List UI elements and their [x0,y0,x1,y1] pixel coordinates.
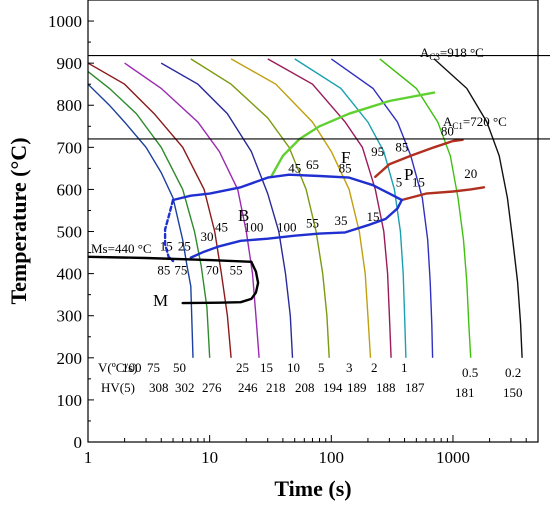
percent-label: 85 [157,262,170,277]
y-axis-title: Temperature (°C) [6,137,31,304]
x-tick-label: 10 [201,448,218,467]
cooling-curve-2 [294,58,407,358]
percent-label: 85 [339,161,352,176]
percent-label: 45 [215,220,228,235]
cooling-rate-label: 15 [260,360,273,375]
cooling-curve-5 [230,58,372,358]
percent-label: 30 [200,229,213,244]
transformation-curve-b-upper [171,173,403,202]
hardness-label: 194 [323,380,343,395]
transformation-curve-f [269,91,436,178]
percent-label: 15 [160,238,173,253]
hv-row-label: HV(5) [101,380,135,395]
percent-label: 5 [396,174,403,189]
transformation-curve-p-start [374,138,464,178]
ac3-annotation: AC3=918 °C [420,45,484,62]
cooling-curve-75 [88,71,211,358]
cooling-rate-label: 0.5 [462,365,478,380]
hardness-label: 189 [347,380,367,395]
cooling-curve-0p5 [379,58,472,358]
percent-label: 15 [412,174,425,189]
region-p-label: P [404,165,413,184]
cooling-rate-label: 3 [346,360,353,375]
y-tick-label: 900 [57,54,83,73]
cooling-rate-label: 75 [147,360,160,375]
region-m-label: M [153,291,168,310]
transformation-curve-ms-line [88,255,253,263]
x-axis-title: Time (s) [274,476,351,501]
hardness-label: 246 [238,380,258,395]
cooling-rate-label: 1 [401,360,408,375]
cooling-curve-3 [267,58,392,358]
hardness-label: 150 [503,385,523,400]
percent-label: 20 [464,166,477,181]
percent-label: 35 [334,213,347,228]
transformation-curve-b-dashed [163,198,175,263]
y-tick-label: 700 [57,138,83,157]
percent-label: 45 [288,161,301,176]
hardness-label: 276 [202,380,222,395]
cooling-curve-25 [124,62,260,358]
y-tick-label: 200 [57,349,83,368]
hardness-label: 218 [266,380,286,395]
cooling-curve-0p2 [433,58,523,358]
hardness-label: 208 [295,380,315,395]
cooling-rate-label: 25 [236,360,249,375]
percent-label: 100 [244,220,264,235]
x-tick-label: 1000 [436,448,470,467]
cooling-curve-100 [88,83,194,358]
percent-label: 80 [441,124,454,139]
cooling-curve-50 [88,62,232,358]
plot-frame [87,0,539,443]
y-tick-label: 0 [74,433,83,452]
percent-label: 55 [306,215,319,230]
v-row-label: V(ºC/s) [98,360,137,375]
y-tick-label: 400 [57,265,83,284]
y-tick-label: 500 [57,223,83,242]
percent-label: 55 [230,262,243,277]
x-tick-label: 100 [319,448,345,467]
y-tick-label: 100 [57,391,83,410]
percent-label: 70 [206,262,219,277]
percent-label: 95 [371,144,384,159]
percent-label: 65 [306,157,319,172]
percent-label: 100 [277,220,297,235]
percent-label: 25 [178,238,191,253]
y-tick-label: 1000 [48,12,82,31]
percent-label: 85 [395,140,408,155]
region-b-label: B [238,206,249,225]
hardness-label: 308 [149,380,169,395]
cooling-curve-15 [160,62,294,358]
transformation-curve-p-end [400,186,486,202]
hardness-label: 302 [175,380,195,395]
cooling-rate-label: 10 [287,360,300,375]
y-tick-label: 300 [57,307,83,326]
cooling-rate-label: 100 [122,360,142,375]
percent-label: 75 [174,262,187,277]
region-f-label: F [341,148,350,167]
cooling-rate-label: 50 [173,360,186,375]
cooling-curve-10 [190,58,330,358]
ac1-annotation: AC1=720 °C [443,114,507,131]
hardness-label: 187 [405,380,425,395]
ms-annotation: Ms=440 °C [91,241,152,256]
transformation-curve-b-lower [189,198,403,259]
cooling-rate-label: 2 [371,360,378,375]
cooling-rate-label: 0.2 [505,365,521,380]
y-tick-label: 800 [57,96,83,115]
x-tick-label: 1 [84,448,93,467]
cooling-rate-label: 5 [318,360,325,375]
percent-label: 15 [366,209,379,224]
hardness-label: 188 [376,380,396,395]
y-tick-label: 600 [57,180,83,199]
cooling-curve-1 [330,58,434,358]
hardness-label: 181 [455,385,475,400]
transformation-curve-m-curve [181,260,260,305]
